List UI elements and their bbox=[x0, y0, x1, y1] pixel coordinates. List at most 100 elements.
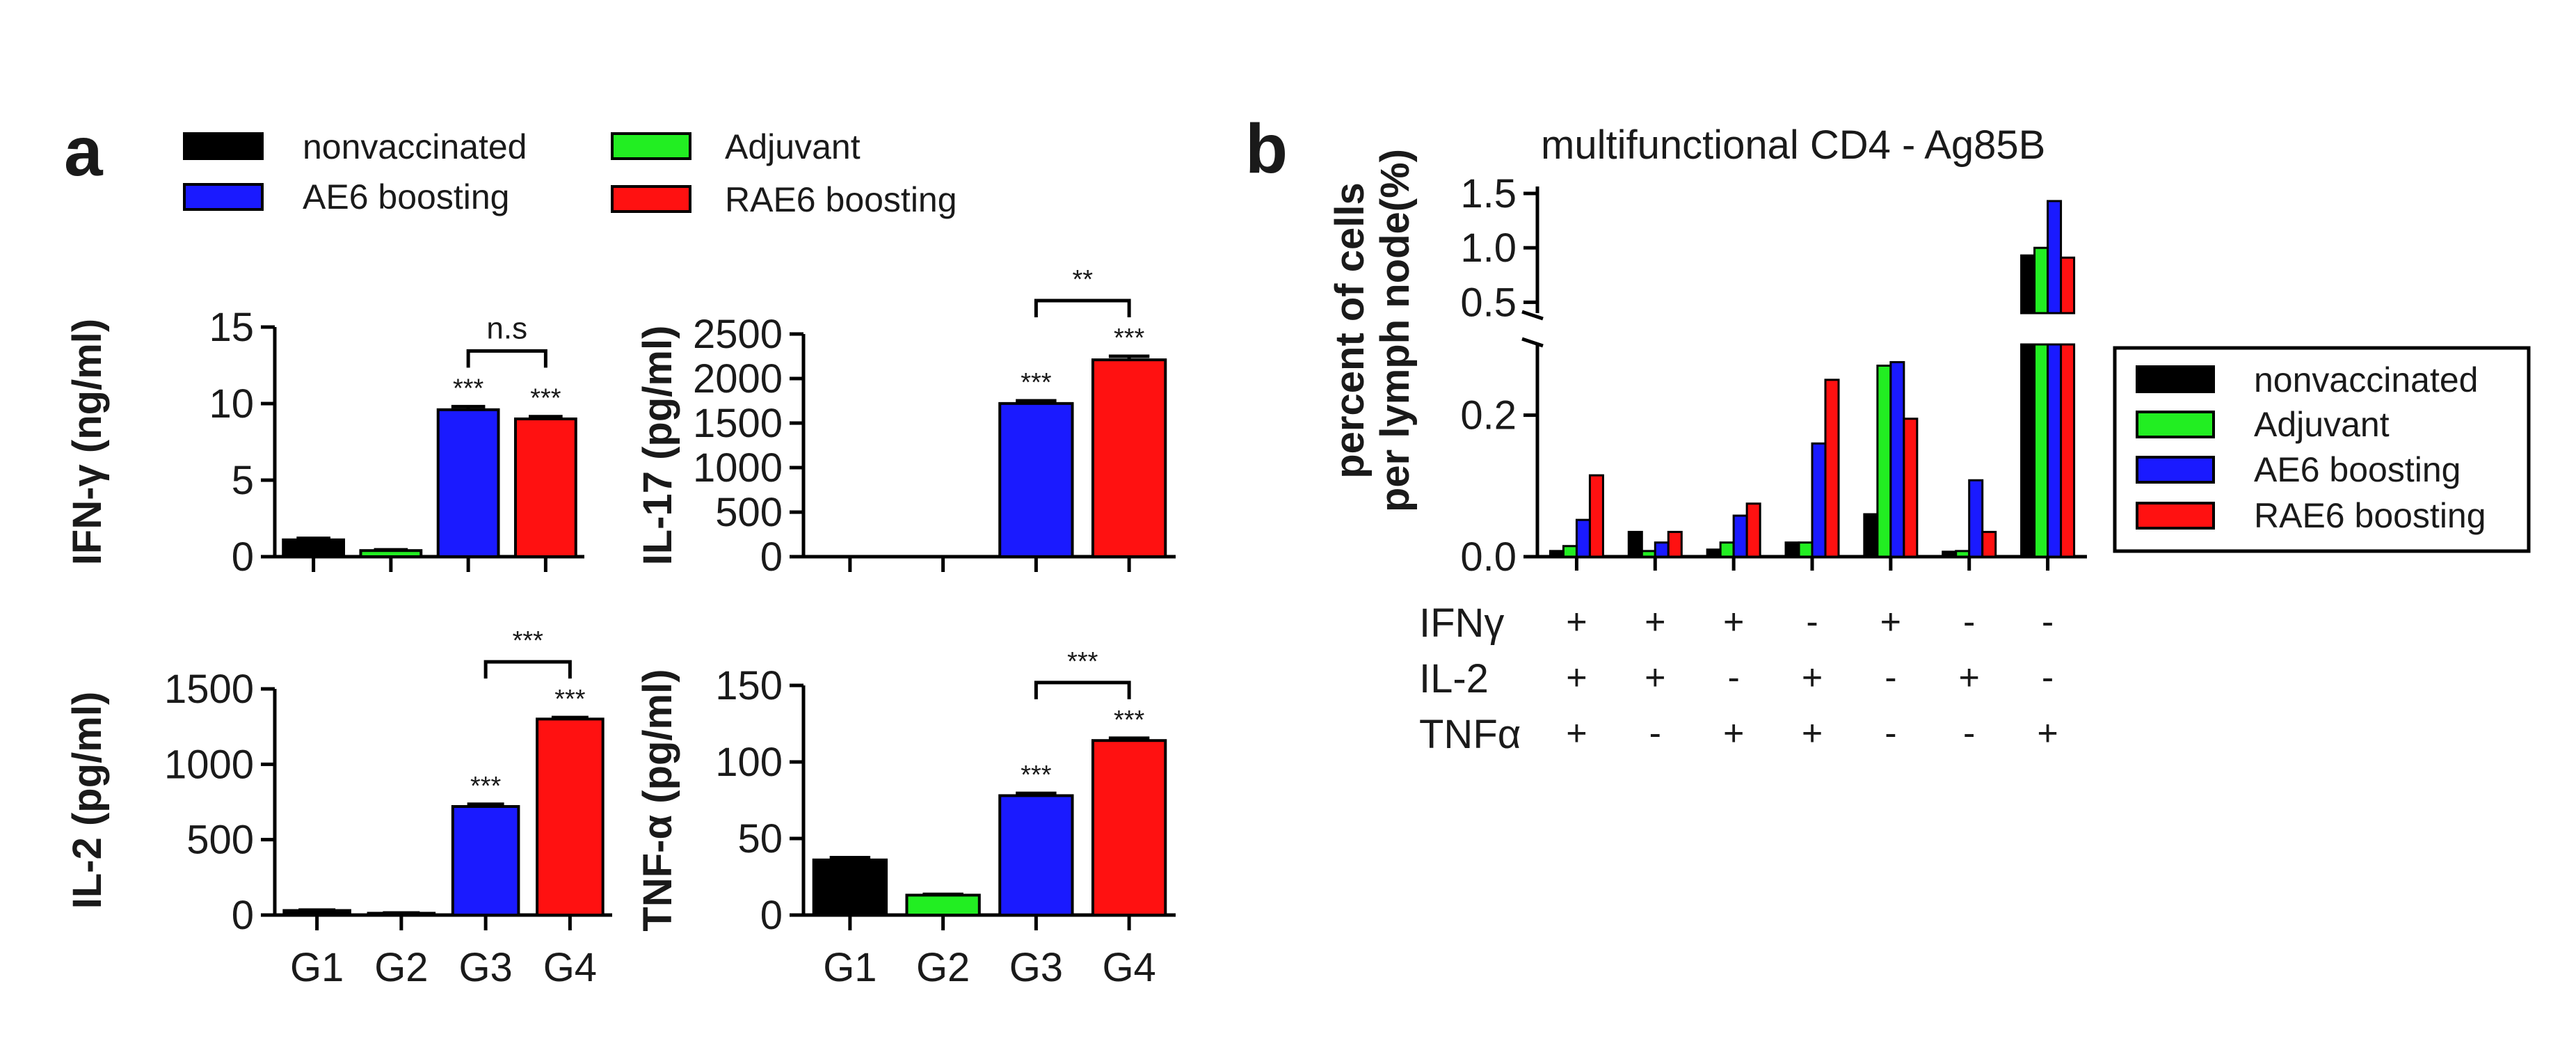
il2-y-tick-label: 500 bbox=[186, 818, 254, 863]
chart-b-title: multifunctional CD4 - Ag85B bbox=[1541, 122, 2045, 168]
tnfa-y-tick-label: 50 bbox=[737, 816, 783, 861]
chart-il2: 0 500 1000 1500 IL-2 (pg/ml) G1 G2 G3 *** G4 *** **… bbox=[65, 626, 612, 990]
il2-y-tick-label: 1500 bbox=[164, 667, 254, 712]
multi-sign: - bbox=[1806, 602, 1818, 642]
ifng-y-tick-label: 15 bbox=[209, 305, 254, 350]
legend-a-label-nonvaccinated: nonvaccinated bbox=[303, 127, 527, 166]
multi-bar-rae6-boosting-5 bbox=[1903, 418, 1919, 558]
multi-sign: + bbox=[1566, 713, 1587, 754]
multi-bar-adjuvant-5 bbox=[1876, 365, 1892, 558]
legend-b-label-adjuvant: Adjuvant bbox=[2254, 405, 2390, 444]
tnfa-x-tick-label: G4 bbox=[1102, 945, 1155, 990]
multi-sign: - bbox=[1885, 658, 1896, 698]
ifng-significance: *** bbox=[530, 384, 561, 413]
multi-bar-adjuvant-2 bbox=[1640, 550, 1656, 558]
multi-y-tick-label: 1.5 bbox=[1460, 171, 1517, 216]
il2-y-tick-label: 1000 bbox=[164, 742, 254, 787]
ifng-bar-g4 bbox=[513, 418, 577, 558]
tnfa-x-tick-label: G2 bbox=[916, 945, 970, 990]
multi-bar-rae6-boosting-7-lower bbox=[2060, 343, 2076, 558]
multi-sign: + bbox=[1566, 602, 1587, 642]
il17-y-tick-label: 500 bbox=[715, 490, 783, 535]
il17-y-tick-label: 1500 bbox=[693, 401, 783, 446]
multi-bar-rae6-boosting-1 bbox=[1588, 474, 1604, 558]
il2-y-tick-label: 0 bbox=[232, 893, 254, 938]
ifng-bracket-label: n.s bbox=[486, 311, 527, 345]
tnfa-bar-g2 bbox=[905, 893, 981, 917]
il17-significance: *** bbox=[1021, 368, 1052, 397]
multi-row-label: IL-2 bbox=[1419, 656, 1489, 701]
multi-y-label-line: per lymph node(%) bbox=[1373, 149, 1418, 512]
legend-b-label-rae6: RAE6 boosting bbox=[2254, 496, 2486, 535]
multi-bar-ae6-boosting-1 bbox=[1575, 518, 1591, 558]
multi-bar-ae6-boosting-4 bbox=[1811, 442, 1827, 558]
tnfa-y-tick-label: 150 bbox=[715, 663, 783, 708]
multi-sign: + bbox=[1645, 602, 1665, 642]
legend-a-swatch-adjuvant bbox=[611, 132, 691, 160]
legend-a-swatch-rae6 bbox=[611, 185, 691, 213]
multi-bar-nonvaccinated-7-upper bbox=[2020, 254, 2036, 315]
multi-axis-break-bottom bbox=[1521, 337, 1544, 348]
multi-bar-adjuvant-7-upper bbox=[2033, 246, 2049, 315]
il17-bracket-label: ** bbox=[1072, 265, 1093, 294]
legend-b-swatch-nonvaccinated bbox=[2136, 365, 2215, 393]
il2-x-tick-label: G1 bbox=[290, 945, 344, 990]
tnfa-bracket-label: *** bbox=[1067, 647, 1098, 676]
multi-sign: - bbox=[2042, 602, 2054, 642]
chart-multi: 0.5 1.0 1.5 0.0 0.2 percent of cells per lymph… bbox=[1327, 149, 2087, 757]
multi-bar-rae6-boosting-7-upper bbox=[2060, 256, 2076, 315]
multi-bar-ae6-boosting-6 bbox=[1968, 479, 1984, 558]
multi-row-label: IFNγ bbox=[1419, 601, 1504, 646]
multi-bar-nonvaccinated-1 bbox=[1549, 550, 1565, 558]
panel-b-label: b bbox=[1245, 110, 1288, 188]
tnfa-significance: *** bbox=[1021, 761, 1052, 790]
tnfa-y-tick-label: 100 bbox=[715, 740, 783, 785]
multi-sign: + bbox=[1802, 713, 1823, 754]
tnfa-bar-g4 bbox=[1091, 739, 1167, 916]
multi-bar-nonvaccinated-6 bbox=[1942, 550, 1958, 558]
multi-bar-nonvaccinated-3 bbox=[1706, 548, 1722, 558]
legend-b-frame bbox=[2113, 346, 2531, 553]
tnfa-x-tick-label: G3 bbox=[1009, 945, 1063, 990]
il2-bar-g4 bbox=[536, 717, 605, 917]
il17-y-tick-label: 1000 bbox=[693, 445, 783, 491]
il17-y-label: IL-17 (pg/ml) bbox=[635, 326, 680, 566]
multi-y-tick-label: 1.0 bbox=[1460, 225, 1517, 271]
multi-bar-ae6-boosting-2 bbox=[1654, 541, 1670, 558]
multi-bar-rae6-boosting-6 bbox=[1981, 530, 1997, 558]
multi-y-tick-label: 0.5 bbox=[1460, 280, 1517, 325]
tnfa-y-tick-label: 0 bbox=[760, 893, 783, 938]
multi-bar-ae6-boosting-7-upper bbox=[2047, 200, 2063, 315]
ifng-y-tick-label: 10 bbox=[209, 381, 254, 427]
multi-sign: + bbox=[1959, 658, 1980, 698]
legend-b-swatch-adjuvant bbox=[2136, 411, 2215, 438]
multi-axis-break-top bbox=[1521, 310, 1544, 321]
ifng-y-tick-label: 0 bbox=[232, 534, 254, 580]
il17-bar-g3 bbox=[998, 402, 1074, 559]
multi-bar-nonvaccinated-7-lower bbox=[2020, 343, 2036, 558]
legend-a: nonvaccinated Adjuvant AE6 boosting RAE6… bbox=[183, 127, 957, 219]
multi-sign: + bbox=[1880, 602, 1901, 642]
multi-bar-adjuvant-1 bbox=[1562, 545, 1578, 558]
legend-a-label-ae6: AE6 boosting bbox=[303, 177, 509, 216]
multi-bar-rae6-boosting-2 bbox=[1667, 530, 1683, 558]
multi-bar-ae6-boosting-5 bbox=[1889, 360, 1905, 558]
legend-a-label-rae6: RAE6 boosting bbox=[725, 180, 957, 219]
legend-a-label-adjuvant: Adjuvant bbox=[725, 127, 861, 166]
multi-bar-adjuvant-3 bbox=[1719, 541, 1735, 558]
il2-x-tick-label: G4 bbox=[543, 945, 597, 990]
il17-significance: *** bbox=[1114, 324, 1145, 353]
chart-tnfa: 0 50 100 150 TNF-α (pg/ml) G1 G2 G3 *** G4 *** *** bbox=[635, 647, 1176, 990]
multi-sign: - bbox=[1727, 658, 1739, 698]
ifng-bracket bbox=[466, 349, 547, 368]
multi-sign: - bbox=[1885, 713, 1896, 754]
tnfa-bracket bbox=[1034, 681, 1131, 699]
legend-a-swatch-ae6 bbox=[183, 183, 264, 211]
il2-bracket-label: *** bbox=[513, 626, 544, 655]
il2-bracket bbox=[483, 660, 572, 679]
multi-bar-nonvaccinated-5 bbox=[1863, 513, 1879, 558]
ifng-significance: *** bbox=[453, 374, 484, 403]
